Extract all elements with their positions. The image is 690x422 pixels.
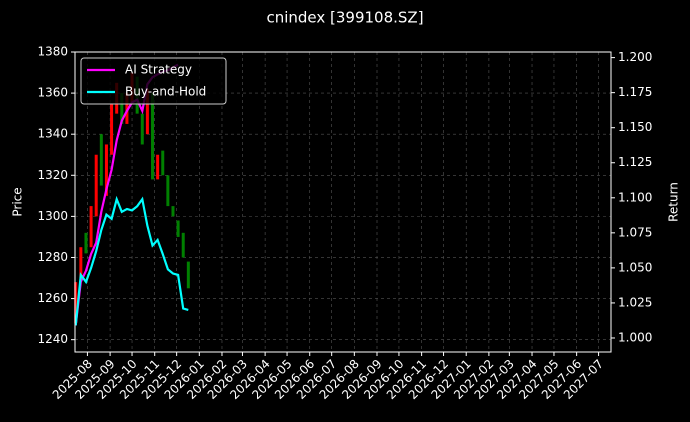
y2-axis-label: Return [667, 182, 681, 222]
y2-tick-label: 1.150 [618, 120, 652, 134]
plot-frame [74, 51, 612, 353]
candle-body [84, 232, 88, 254]
y-tick-label: 1240 [37, 332, 68, 346]
candle-body [99, 134, 103, 186]
y2-tick-label: 1.100 [618, 190, 652, 204]
y-tick-label: 1340 [37, 127, 68, 141]
y2-tick-label: 1.075 [618, 225, 652, 239]
candle-body [125, 93, 129, 124]
y2-tick-label: 1.000 [618, 330, 652, 344]
candle-body [140, 113, 144, 145]
candle-body [94, 154, 98, 217]
legend-label: Buy-and-Hold [125, 85, 206, 99]
candle-body [110, 103, 114, 155]
candle-body [120, 93, 124, 124]
y-tick-label: 1280 [37, 250, 68, 264]
y-tick-label: 1300 [37, 209, 68, 223]
candle-body [145, 88, 149, 135]
y2-tick-label: 1.200 [618, 50, 652, 64]
y-tick-label: 1380 [37, 45, 68, 59]
candle-body [181, 232, 185, 258]
candle-body [176, 220, 180, 237]
candle-body [171, 206, 175, 217]
y2-tick-label: 1.025 [618, 295, 652, 309]
y2-tick-label: 1.125 [618, 155, 652, 169]
y-tick-label: 1260 [37, 291, 68, 305]
candle-body [161, 150, 165, 176]
y2-tick-label: 1.050 [618, 260, 652, 274]
y2-tick-label: 1.175 [618, 85, 652, 99]
y-tick-label: 1360 [37, 86, 68, 100]
legend-label: AI Strategy [125, 63, 192, 77]
candle-body [186, 261, 190, 289]
return-line [74, 195, 189, 326]
y-axis-label: Price [11, 187, 25, 216]
candle-body [166, 175, 170, 207]
candle-body [156, 154, 160, 180]
candle-body [74, 282, 78, 324]
legend-box [80, 57, 227, 105]
candle-body [151, 93, 155, 180]
chart-title: cnindex [399108.SZ] [266, 9, 423, 27]
candle-body [89, 206, 93, 248]
y-tick-label: 1320 [37, 168, 68, 182]
candle-body [104, 144, 108, 196]
candle-body [79, 247, 83, 279]
